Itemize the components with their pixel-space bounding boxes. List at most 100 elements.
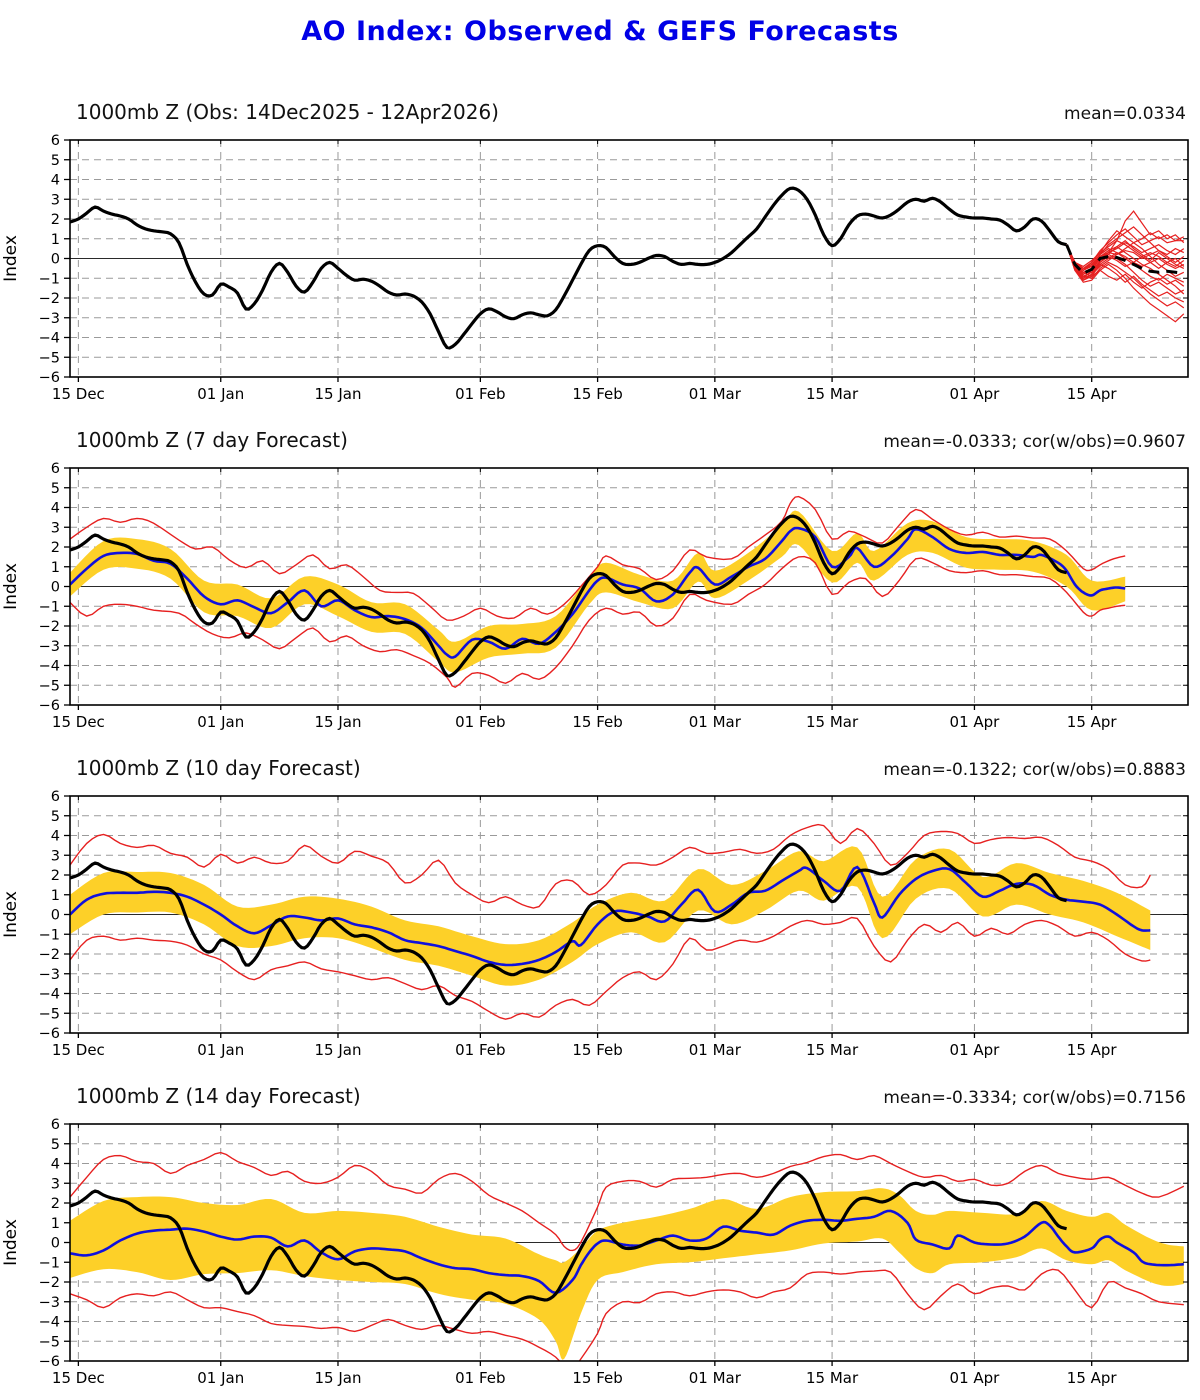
y-axis-label: Index: [1, 1219, 21, 1266]
y-tick-label: −2: [39, 619, 60, 635]
y-tick-label: −2: [39, 291, 60, 307]
panel-forecast-10day: 1000mb Z (10 day Forecast) mean=-0.1322;…: [0, 756, 1200, 1084]
y-tick-label: −4: [39, 1315, 60, 1331]
x-tick-label: 01 Mar: [689, 713, 742, 731]
y-tick-label: −6: [39, 1354, 60, 1370]
panel-observed-header: 1000mb Z (Obs: 14Dec2025 - 12Apr2026) me…: [0, 100, 1200, 130]
observed-line: [70, 842, 1067, 1006]
y-tick-label: −1: [39, 599, 60, 615]
ensemble-member-line: [1066, 229, 1185, 272]
y-tick-label: 3: [51, 848, 60, 864]
x-tick-label: 15 Feb: [572, 713, 622, 731]
panel-stats: mean=0.0334: [1064, 104, 1186, 124]
x-tick-label: 01 Jan: [197, 1041, 244, 1059]
panel-forecast-7day: 1000mb Z (7 day Forecast) mean=-0.0333; …: [0, 428, 1200, 756]
x-tick-label: 01 Apr: [950, 1369, 1001, 1387]
panel-title: 1000mb Z (14 day Forecast): [76, 1084, 361, 1108]
y-tick-label: 3: [51, 1176, 60, 1192]
x-tick-label: 01 Mar: [689, 1369, 742, 1387]
x-tick-label: 01 Mar: [689, 385, 742, 403]
y-tick-label: 4: [51, 173, 60, 189]
x-tick-label: 01 Mar: [689, 1041, 742, 1059]
y-tick-label: −6: [39, 1026, 60, 1042]
envelope-max-line: [70, 495, 1126, 621]
panel-forecast-7day-plot: 6 5 4 3 2 1 0 −1 −2 −3 −4 −5 −615 Dec 01 Jan 15 Jan 01 …: [1, 461, 1189, 731]
x-tick-label: 15 Dec: [52, 1369, 105, 1387]
x-tick-label: 01 Jan: [197, 713, 244, 731]
plot-area: [70, 823, 1151, 1020]
x-tick-label: 15 Jan: [314, 385, 361, 403]
x-tick-label: 15 Apr: [1067, 713, 1118, 731]
plot-area: [70, 186, 1185, 350]
y-tick-label: 4: [51, 501, 60, 517]
panel-observed-plot: 6 5 4 3 2 1 0 −1 −2 −3 −4 −5 −615 Dec 01 Jan 15 Jan 01 …: [1, 133, 1189, 403]
y-tick-label: −4: [39, 987, 60, 1003]
y-tick-label: −2: [39, 1275, 60, 1291]
y-tick-label: 3: [51, 192, 60, 208]
plot-area: [70, 1151, 1185, 1361]
x-tick-label: 15 Mar: [806, 1369, 859, 1387]
panel-stats: mean=-0.1322; cor(w/obs)=0.8883: [883, 760, 1186, 780]
y-tick-label: −4: [39, 331, 60, 347]
x-tick-label: 15 Apr: [1067, 1041, 1118, 1059]
panel-forecast-10day-header: 1000mb Z (10 day Forecast) mean=-0.1322;…: [0, 756, 1200, 786]
y-tick-label: 0: [51, 1236, 60, 1252]
plot-area: [70, 495, 1126, 688]
y-tick-label: 2: [51, 1196, 60, 1212]
ensemble-member-line: [1066, 240, 1185, 270]
ensemble-member-line: [1066, 244, 1185, 303]
x-tick-label: 01 Feb: [455, 1041, 505, 1059]
y-tick-label: −6: [39, 370, 60, 386]
y-tick-label: 4: [51, 1157, 60, 1173]
y-axis-label: Index: [1, 235, 21, 282]
panel-title: 1000mb Z (Obs: 14Dec2025 - 12Apr2026): [76, 100, 499, 124]
y-tick-label: 6: [51, 789, 60, 805]
y-tick-label: 2: [51, 868, 60, 884]
x-tick-label: 01 Apr: [950, 713, 1001, 731]
panel-stats: mean=-0.0333; cor(w/obs)=0.9607: [883, 432, 1186, 452]
y-axis-label: Index: [1, 891, 21, 938]
panel-forecast-14day-plot: 6 5 4 3 2 1 0 −1 −2 −3 −4 −5 −615 Dec 01 Jan 15 Jan 01 …: [1, 1117, 1189, 1387]
y-tick-label: 0: [51, 908, 60, 924]
uncertainty-band: [70, 1188, 1184, 1360]
x-tick-label: 01 Feb: [455, 1369, 505, 1387]
x-tick-label: 15 Feb: [572, 1041, 622, 1059]
ensemble-member-line: [1066, 239, 1185, 282]
y-tick-label: 0: [51, 252, 60, 268]
ensemble-member-line: [1066, 244, 1185, 323]
x-tick-label: 15 Dec: [52, 713, 105, 731]
y-tick-label: −5: [39, 1006, 60, 1022]
y-tick-label: −2: [39, 947, 60, 963]
envelope-max-line: [70, 823, 1151, 909]
y-tick-label: −3: [39, 1295, 60, 1311]
x-tick-label: 15 Jan: [314, 713, 361, 731]
x-tick-label: 15 Apr: [1067, 385, 1118, 403]
figure-title: AO Index: Observed & GEFS Forecasts: [301, 16, 899, 47]
panel-forecast-14day: 1000mb Z (14 day Forecast) mean=-0.3334;…: [0, 1084, 1200, 1400]
x-tick-label: 15 Feb: [572, 1369, 622, 1387]
x-tick-label: 15 Mar: [806, 385, 859, 403]
observed-line: [70, 186, 1067, 350]
y-tick-label: 1: [51, 560, 60, 576]
x-tick-label: 15 Dec: [52, 385, 105, 403]
x-tick-label: 15 Jan: [314, 1041, 361, 1059]
uncertainty-band: [70, 846, 1151, 986]
envelope-min-line: [70, 1268, 1184, 1361]
y-tick-label: −6: [39, 698, 60, 714]
envelope-min-line: [70, 555, 1126, 688]
y-tick-label: −1: [39, 271, 60, 287]
observed-line: [70, 1170, 1067, 1334]
y-tick-label: 1: [51, 1216, 60, 1232]
x-tick-label: 15 Dec: [52, 1041, 105, 1059]
panel-forecast-10day-plot: 6 5 4 3 2 1 0 −1 −2 −3 −4 −5 −615 Dec 01 Jan 15 Jan 01 …: [1, 789, 1189, 1059]
y-tick-label: 3: [51, 520, 60, 536]
y-tick-label: 5: [51, 1137, 60, 1153]
y-tick-label: 0: [51, 580, 60, 596]
y-tick-label: 1: [51, 888, 60, 904]
ensemble-mean-dashed-line: [1065, 244, 1184, 276]
y-tick-label: −5: [39, 678, 60, 694]
panel-title: 1000mb Z (10 day Forecast): [76, 756, 361, 780]
x-tick-label: 15 Mar: [806, 1041, 859, 1059]
panel-stats: mean=-0.3334; cor(w/obs)=0.7156: [883, 1088, 1186, 1108]
